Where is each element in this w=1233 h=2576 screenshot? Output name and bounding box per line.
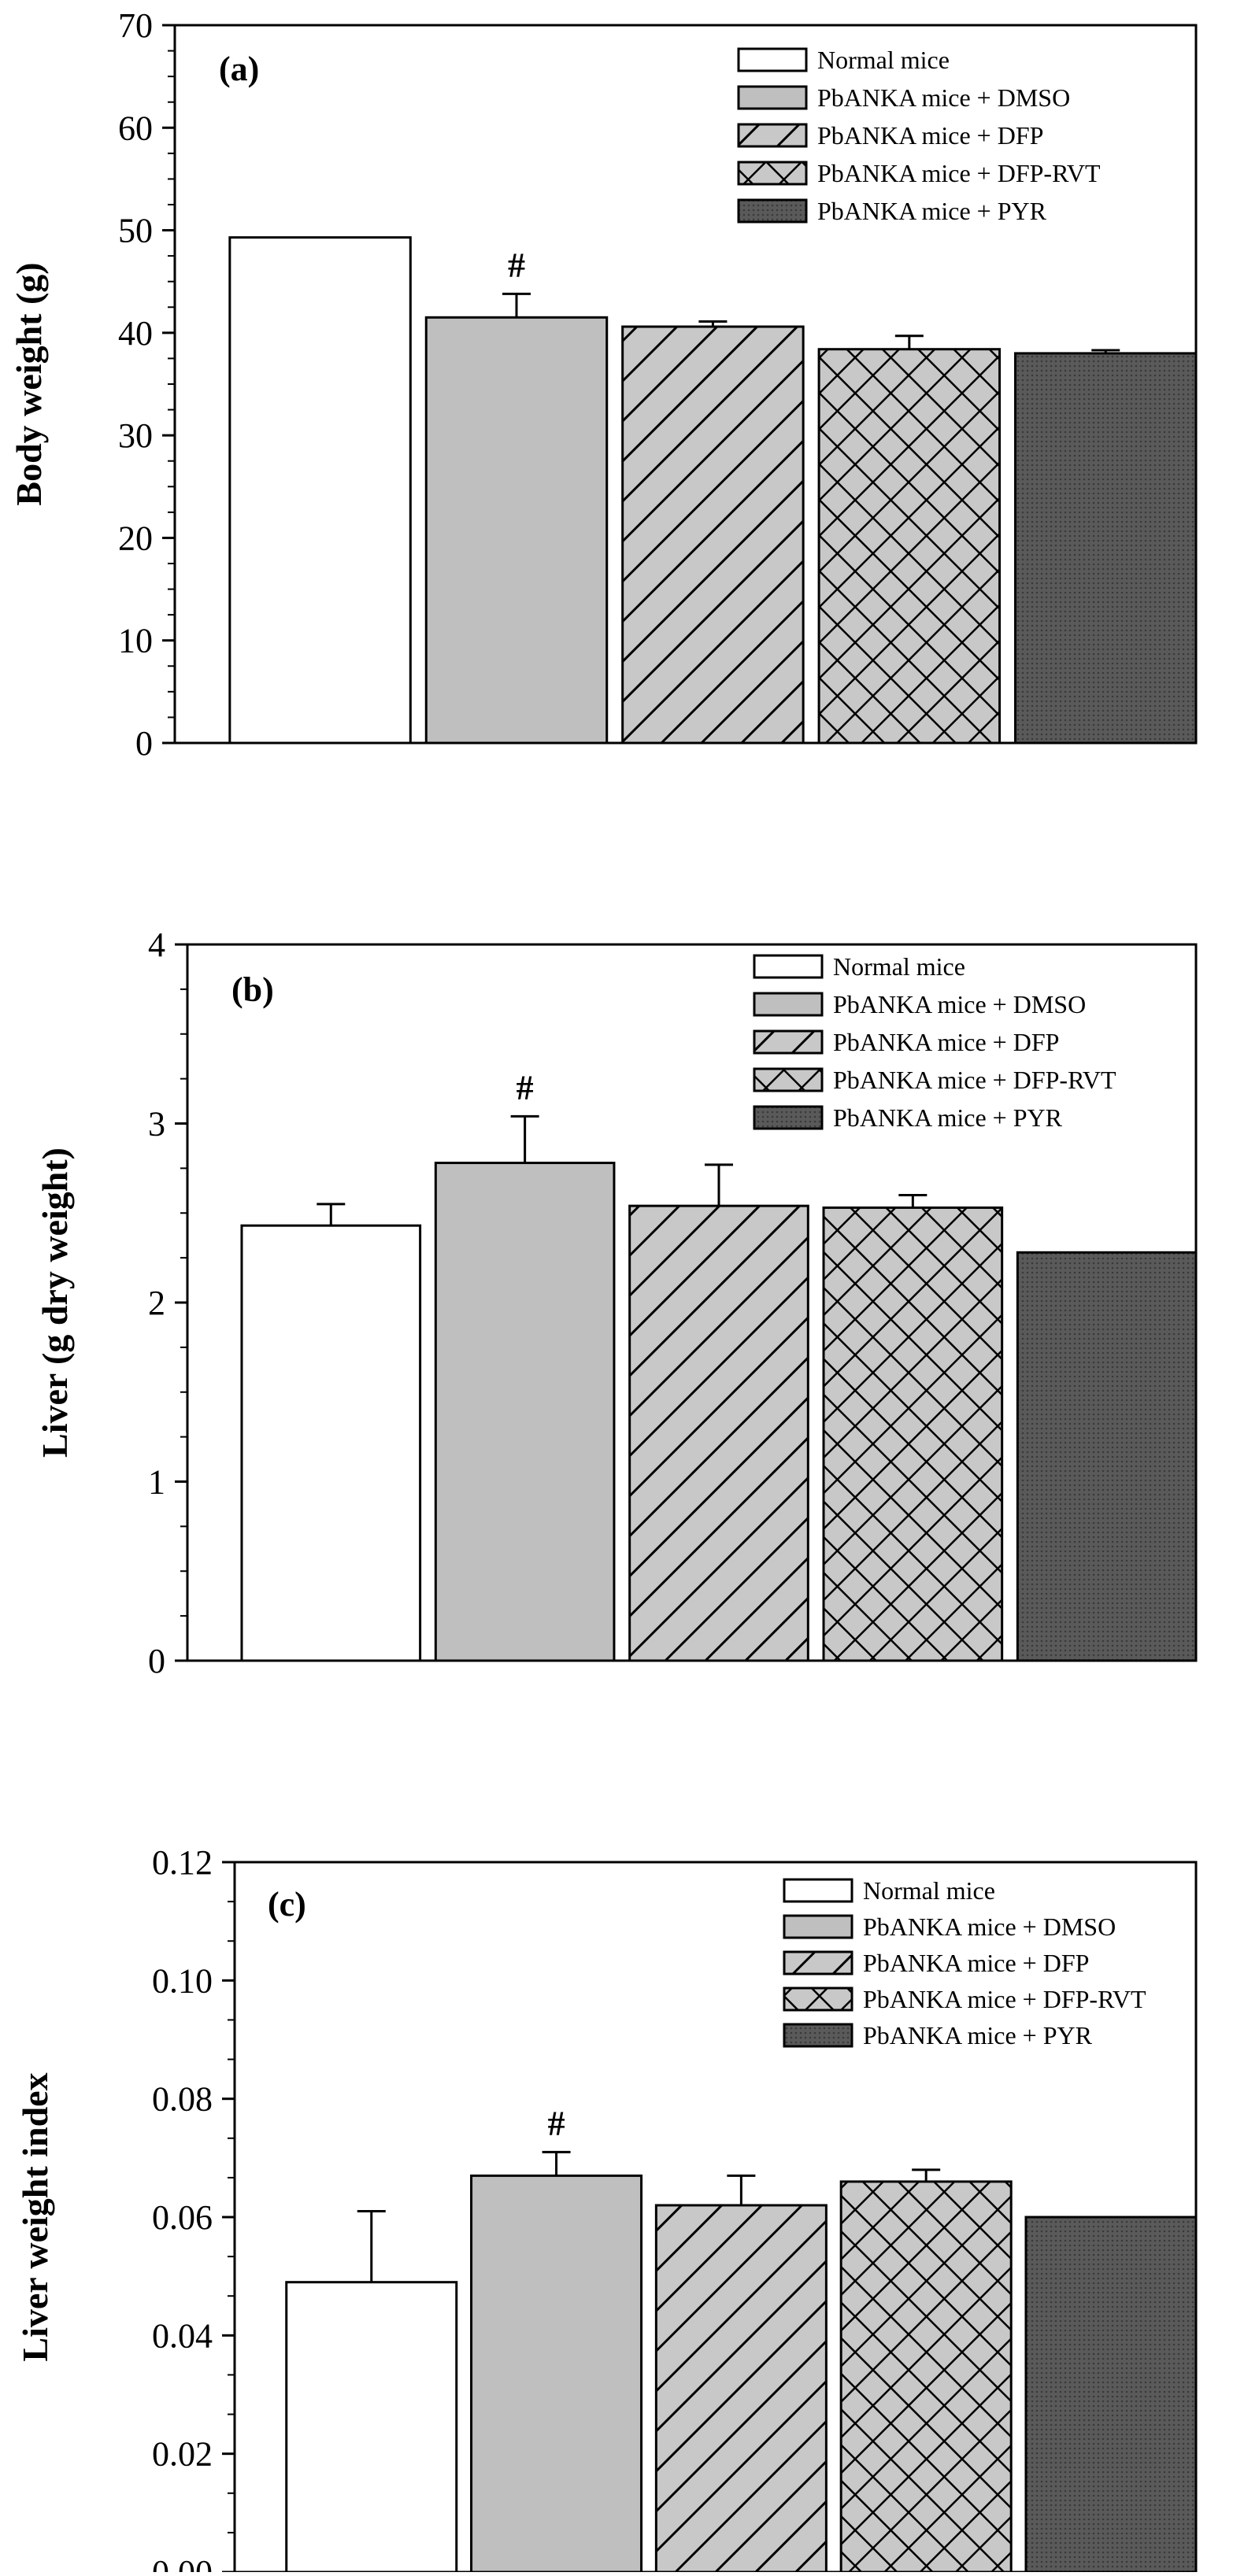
legend-label: PbANKA mice + DFP-RVT [833, 1066, 1116, 1094]
bar-pbanka-mice-dfp-rvt [822, 1206, 1004, 1662]
y-axis-label: Body weight (g) [9, 262, 49, 505]
legend-label: Normal mice [833, 952, 965, 981]
legend-swatch [737, 47, 808, 72]
legend-swatch [737, 123, 808, 148]
y-tick-label: 50 [118, 212, 153, 250]
panel-label: (b) [231, 970, 274, 1009]
bar-pbanka-mice-dfp [621, 325, 805, 745]
y-tick-label: 0.06 [152, 2198, 213, 2237]
chart-panel-a: #0 10 20 30 40 50 60 70 Body weight (g) (a) Normal… [9, 6, 1198, 763]
y-tick-label: 0.04 [152, 2316, 213, 2355]
legend-swatch [783, 1878, 853, 1903]
bar-normal-mice [240, 1224, 422, 1662]
legend-label: PbANKA mice + DFP [833, 1028, 1059, 1056]
y-tick-label: 10 [118, 622, 153, 660]
legend-label: PbANKA mice + DFP [863, 1949, 1089, 1977]
legend: Normal mice PbANKA mice + DMSO PbANKA mice… [783, 1876, 1146, 2049]
y-tick-label: 2 [148, 1284, 165, 1322]
legend-label: PbANKA mice + DFP [817, 121, 1043, 150]
y-axis-label: Liver weight index [15, 2072, 55, 2361]
legend-label: PbANKA mice + PYR [833, 1103, 1063, 1132]
legend-label: Normal mice [863, 1876, 995, 1905]
bar-pbanka-mice-pyr [1024, 2216, 1198, 2574]
legend-swatch [737, 85, 808, 110]
legend-label: PbANKA mice + DMSO [833, 990, 1086, 1018]
legend-label: Normal mice [817, 46, 950, 74]
y-tick-label: 20 [118, 519, 153, 557]
legend-swatch [783, 1950, 853, 1975]
panel-label: (a) [219, 50, 259, 88]
y-tick-label: 30 [118, 416, 153, 455]
legend-label: PbANKA mice + DMSO [817, 83, 1070, 112]
y-tick-label: 40 [118, 314, 153, 353]
legend-swatch [753, 1067, 824, 1092]
significance-mark: # [508, 246, 525, 284]
bar-normal-mice [228, 236, 412, 745]
legend-swatch [737, 198, 808, 224]
legend-swatch [753, 1029, 824, 1055]
bar-pbanka-mice-dfp [654, 2204, 828, 2574]
y-tick-label: 0.12 [152, 1843, 213, 1882]
legend-swatch [753, 954, 824, 979]
chart-panel-c: #0.00 0.02 0.04 0.06 0.08 0.10 0.12 Liver weigh… [15, 1843, 1198, 2576]
y-tick-label: 70 [118, 6, 153, 45]
y-tick-label: 0.10 [152, 1961, 213, 2000]
y-tick-label: 0 [148, 1642, 165, 1680]
legend-swatch [753, 992, 824, 1017]
significance-mark: # [548, 2104, 565, 2142]
bar-pbanka-mice-pyr [1014, 352, 1198, 745]
legend-swatch [783, 1987, 853, 2012]
legend-swatch [783, 2023, 853, 2048]
bar-normal-mice [285, 2281, 458, 2574]
bar-pbanka-mice-dfp [628, 1204, 809, 1662]
bar-pbanka-mice-pyr [1016, 1251, 1198, 1662]
legend: Normal mice PbANKA mice + DMSO PbANKA mice… [737, 46, 1101, 225]
y-tick-label: 0.00 [152, 2553, 213, 2572]
legend-swatch [737, 161, 808, 186]
chart-panel-b: #0 1 2 3 4 Liver (g dry weight) (b) Normal mice… [35, 926, 1198, 1680]
significance-mark: # [517, 1068, 534, 1107]
bar-pbanka-mice-dmso [470, 2174, 643, 2574]
legend-label: PbANKA mice + DFP-RVT [863, 1985, 1146, 2013]
legend-swatch [783, 1914, 853, 1939]
y-tick-label: 3 [148, 1105, 165, 1144]
y-tick-label: 0.02 [152, 2435, 213, 2474]
legend: Normal mice PbANKA mice + DMSO PbANKA mice… [753, 952, 1116, 1132]
bar-pbanka-mice-dfp-rvt [817, 348, 1002, 745]
legend-label: PbANKA mice + DFP-RVT [817, 159, 1101, 187]
legend-label: PbANKA mice + PYR [817, 197, 1047, 225]
y-tick-label: 4 [148, 926, 165, 964]
legend-label: PbANKA mice + PYR [863, 2021, 1093, 2049]
y-tick-label: 0.08 [152, 2080, 213, 2119]
y-tick-label: 1 [148, 1463, 165, 1502]
panel-label: (c) [268, 1885, 306, 1924]
legend-swatch [753, 1105, 824, 1130]
bar-pbanka-mice-dmso [424, 316, 609, 745]
bar-pbanka-mice-dmso [434, 1162, 616, 1662]
legend-label: PbANKA mice + DMSO [863, 1913, 1116, 1941]
y-tick-label: 0 [135, 724, 153, 763]
bar-pbanka-mice-dfp-rvt [839, 2180, 1013, 2574]
y-tick-label: 60 [118, 109, 153, 147]
y-axis-label: Liver (g dry weight) [35, 1148, 75, 1458]
